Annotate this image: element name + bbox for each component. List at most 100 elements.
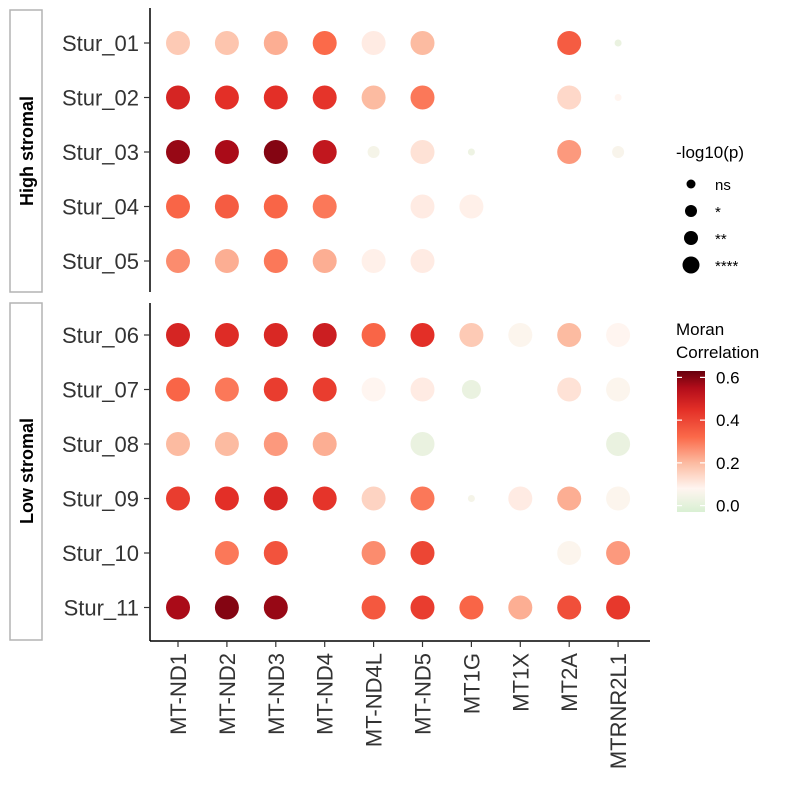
data-point	[410, 249, 435, 273]
size-legend-key	[685, 205, 697, 217]
data-point	[263, 377, 288, 402]
data-point	[361, 31, 386, 55]
data-point	[459, 595, 484, 620]
x-tick-label: MT-ND1	[166, 653, 191, 735]
data-point	[410, 377, 435, 402]
data-point	[557, 140, 582, 164]
color-legend-title-line1: Moran	[676, 320, 724, 339]
data-point	[312, 486, 337, 511]
size-legend-title: -log10(p)	[676, 143, 744, 162]
x-tick-label: MT-ND3	[264, 653, 289, 735]
data-point	[557, 486, 582, 511]
strip-label-low-stromal: Low stromal	[17, 418, 37, 524]
x-tick-label: MT2A	[557, 653, 582, 712]
data-point	[312, 377, 337, 402]
data-point	[166, 486, 190, 511]
data-point	[361, 323, 386, 347]
data-point	[263, 486, 288, 511]
data-point	[508, 323, 533, 347]
color-legend-tick-label: 0.4	[716, 411, 740, 430]
data-point	[606, 595, 631, 620]
data-point	[606, 486, 631, 511]
x-tick-label: MT1X	[508, 653, 533, 712]
data-point	[612, 146, 625, 158]
data-point	[166, 595, 190, 620]
data-point	[263, 323, 288, 347]
size-legend-label: ****	[715, 258, 739, 275]
data-point	[214, 85, 239, 110]
data-point	[606, 323, 631, 347]
data-point	[459, 323, 484, 347]
size-legend-key	[684, 231, 698, 245]
y-tick-label: Stur_08	[62, 432, 139, 457]
data-point	[166, 323, 190, 347]
data-point	[263, 140, 288, 164]
data-point	[214, 194, 239, 219]
x-tick-label: MT-ND4	[313, 653, 338, 735]
data-point	[263, 85, 288, 110]
data-point	[361, 486, 386, 511]
data-point	[312, 323, 337, 347]
axis-ticks: MT-ND1 MT-ND2 MT-ND3 MT-ND4 MT-ND4L MT-ND5 MT1…	[62, 31, 631, 769]
y-tick-label: Stur_07	[62, 378, 139, 403]
y-tick-label: Stur_05	[62, 249, 139, 274]
size-legend-label: *	[715, 204, 721, 221]
data-point	[214, 541, 239, 565]
data-point	[214, 31, 239, 55]
data-point	[606, 432, 631, 456]
data-point	[367, 146, 380, 158]
x-tick-label: MT-ND4L	[362, 653, 387, 747]
x-tick-label: MT1G	[459, 653, 484, 714]
data-point	[361, 85, 386, 110]
data-point	[166, 140, 190, 164]
x-tick-label: MT-ND5	[411, 653, 436, 735]
y-tick-label: Stur_06	[62, 323, 139, 348]
data-point	[214, 486, 239, 511]
data-point	[312, 31, 337, 55]
data-point	[166, 432, 190, 456]
data-point	[508, 486, 533, 511]
data-point	[166, 377, 190, 402]
color-legend-tick-label: 0.6	[716, 368, 740, 387]
y-tick-label: Stur_10	[62, 541, 139, 566]
data-point	[410, 432, 435, 456]
data-point	[410, 323, 435, 347]
size-legend-label: ns	[715, 177, 731, 194]
data-point	[410, 140, 435, 164]
data-point	[410, 541, 435, 565]
size-legend-key	[682, 256, 700, 274]
data-point	[214, 140, 239, 164]
data-point	[312, 140, 337, 164]
data-point	[166, 31, 190, 55]
data-point	[263, 595, 288, 620]
data-point	[166, 85, 190, 110]
data-point	[214, 432, 239, 456]
data-point	[410, 595, 435, 620]
size-legend-label: **	[715, 231, 727, 248]
data-point	[312, 194, 337, 219]
data-point	[361, 377, 386, 402]
data-point	[614, 94, 622, 101]
y-tick-label: Stur_04	[62, 195, 139, 220]
data-point	[410, 194, 435, 219]
color-legend: Moran Correlation 0.0 0.2 0.4 0.6	[676, 320, 759, 516]
data-point	[557, 541, 582, 565]
data-point	[557, 31, 582, 55]
data-point	[467, 148, 475, 156]
data-point	[557, 85, 582, 110]
data-point	[461, 380, 481, 399]
data-point	[263, 432, 288, 456]
data-point	[508, 595, 533, 620]
data-point	[606, 377, 631, 402]
strip-high-stromal	[9, 9, 43, 293]
data-point	[361, 595, 386, 620]
color-legend-tick-label: 0.2	[716, 454, 740, 473]
data-point	[410, 486, 435, 511]
strip-low-stromal	[9, 302, 43, 641]
data-point	[263, 249, 288, 273]
data-point	[557, 377, 582, 402]
x-tick-label: MT-ND2	[215, 653, 240, 735]
data-point	[166, 194, 190, 219]
